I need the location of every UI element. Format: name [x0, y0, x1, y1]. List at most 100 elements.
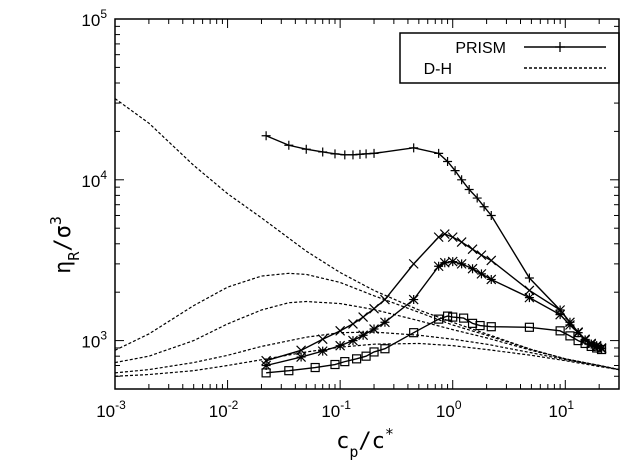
- x-tick-label-exp: -1: [340, 398, 351, 412]
- square-marker: [596, 344, 607, 355]
- x-tick-label: 10-1: [321, 398, 351, 421]
- x-axis-title-sub: p: [349, 443, 358, 461]
- x-axis-title-main: c: [336, 429, 349, 454]
- x-marker: [476, 250, 487, 261]
- y-tick-label: 105: [81, 7, 107, 30]
- plot-area: [115, 98, 619, 378]
- x-marker: [348, 318, 358, 329]
- x-axis-title-sup: *: [385, 425, 394, 443]
- square-marker: [573, 335, 583, 346]
- x-marker: [456, 237, 467, 247]
- plus-marker: [472, 193, 482, 203]
- plus-marker: [318, 147, 328, 157]
- y-tick-label-exp: 4: [100, 168, 107, 182]
- square-marker: [261, 368, 271, 378]
- square-marker: [592, 343, 602, 353]
- plus-marker: [361, 149, 371, 159]
- star-marker: [369, 324, 379, 334]
- plus-marker: [457, 175, 467, 185]
- square-marker: [486, 322, 496, 332]
- x-marker: [317, 334, 328, 345]
- star-marker: [591, 341, 602, 352]
- plus-marker: [301, 144, 311, 154]
- x-marker: [524, 285, 535, 296]
- square-marker: [475, 320, 485, 331]
- plus-marker: [434, 148, 444, 158]
- series-d-h-7: [115, 331, 619, 374]
- star-marker: [596, 343, 607, 354]
- star-marker: [317, 346, 328, 357]
- star-marker: [358, 330, 369, 341]
- y-tick-label-base: 10: [81, 11, 100, 30]
- series-line: [115, 342, 619, 377]
- x-tick-label-exp: 0: [455, 398, 462, 412]
- square-marker: [448, 312, 458, 322]
- y-tick-label: 104: [81, 168, 107, 191]
- star-marker: [433, 261, 444, 272]
- y-tick-label-base: 10: [81, 333, 100, 352]
- square-marker: [555, 326, 565, 336]
- plus-marker: [443, 156, 453, 166]
- square-marker: [284, 366, 294, 376]
- square-marker: [580, 338, 590, 349]
- x-tick-label-base: 10: [96, 402, 115, 421]
- star-marker: [467, 263, 478, 274]
- star-marker: [486, 274, 497, 285]
- y-axis-title-sup: 3: [47, 216, 65, 225]
- plus-marker: [450, 166, 460, 176]
- x-marker: [261, 355, 272, 366]
- x-marker: [335, 325, 346, 336]
- star-marker: [555, 309, 566, 320]
- plus-marker: [284, 140, 294, 150]
- x-tick-label-exp: 1: [567, 398, 574, 412]
- y-tick-label-exp: 3: [100, 329, 107, 343]
- x-tick-label-base: 10: [209, 402, 228, 421]
- x-marker: [408, 258, 419, 269]
- plus-marker: [486, 210, 496, 220]
- x-marker: [486, 255, 497, 266]
- series-line: [115, 300, 619, 371]
- square-marker: [351, 354, 362, 364]
- square-marker: [310, 362, 320, 373]
- series-line: [266, 315, 602, 374]
- square-marker: [459, 313, 469, 323]
- series-line: [115, 331, 619, 374]
- plus-marker: [330, 149, 340, 159]
- legend-label-prism: PRISM: [455, 40, 506, 57]
- x-marker: [369, 303, 379, 314]
- series-prism-3: [261, 311, 607, 378]
- x-tick-label-base: 10: [436, 402, 455, 421]
- square-marker: [330, 359, 340, 370]
- series-d-h-8: [115, 342, 619, 377]
- x-marker: [447, 232, 458, 243]
- square-marker: [409, 328, 419, 338]
- plus-marker: [369, 148, 379, 158]
- y-axis-title: ηR/σ3: [47, 216, 83, 274]
- series-group: [115, 98, 619, 378]
- x-tick-label-base: 10: [548, 402, 567, 421]
- square-marker: [369, 347, 379, 357]
- x-marker: [467, 244, 478, 255]
- y-tick-label: 103: [81, 329, 107, 352]
- plus-marker: [340, 150, 350, 160]
- star-marker: [296, 352, 307, 362]
- square-marker: [340, 357, 350, 367]
- square-marker: [380, 344, 390, 354]
- square-marker: [524, 322, 535, 332]
- x-tick-label: 10-2: [209, 398, 239, 421]
- square-marker: [565, 331, 575, 341]
- y-tick-label-base: 10: [81, 172, 100, 191]
- x-axis-title: cp/c*: [336, 425, 394, 461]
- y-axis-title-main: η: [51, 261, 76, 274]
- star-marker: [524, 292, 535, 303]
- star-marker: [408, 294, 419, 305]
- x-tick-label-base: 10: [321, 402, 340, 421]
- x-tick-label-exp: -2: [228, 398, 239, 412]
- star-marker: [476, 268, 487, 279]
- star-marker: [335, 340, 346, 351]
- legend-label-dh: D-H: [424, 61, 452, 78]
- x-tick-label-exp: -3: [115, 398, 126, 412]
- star-marker: [565, 320, 575, 330]
- x-tick-label: 100: [436, 398, 462, 421]
